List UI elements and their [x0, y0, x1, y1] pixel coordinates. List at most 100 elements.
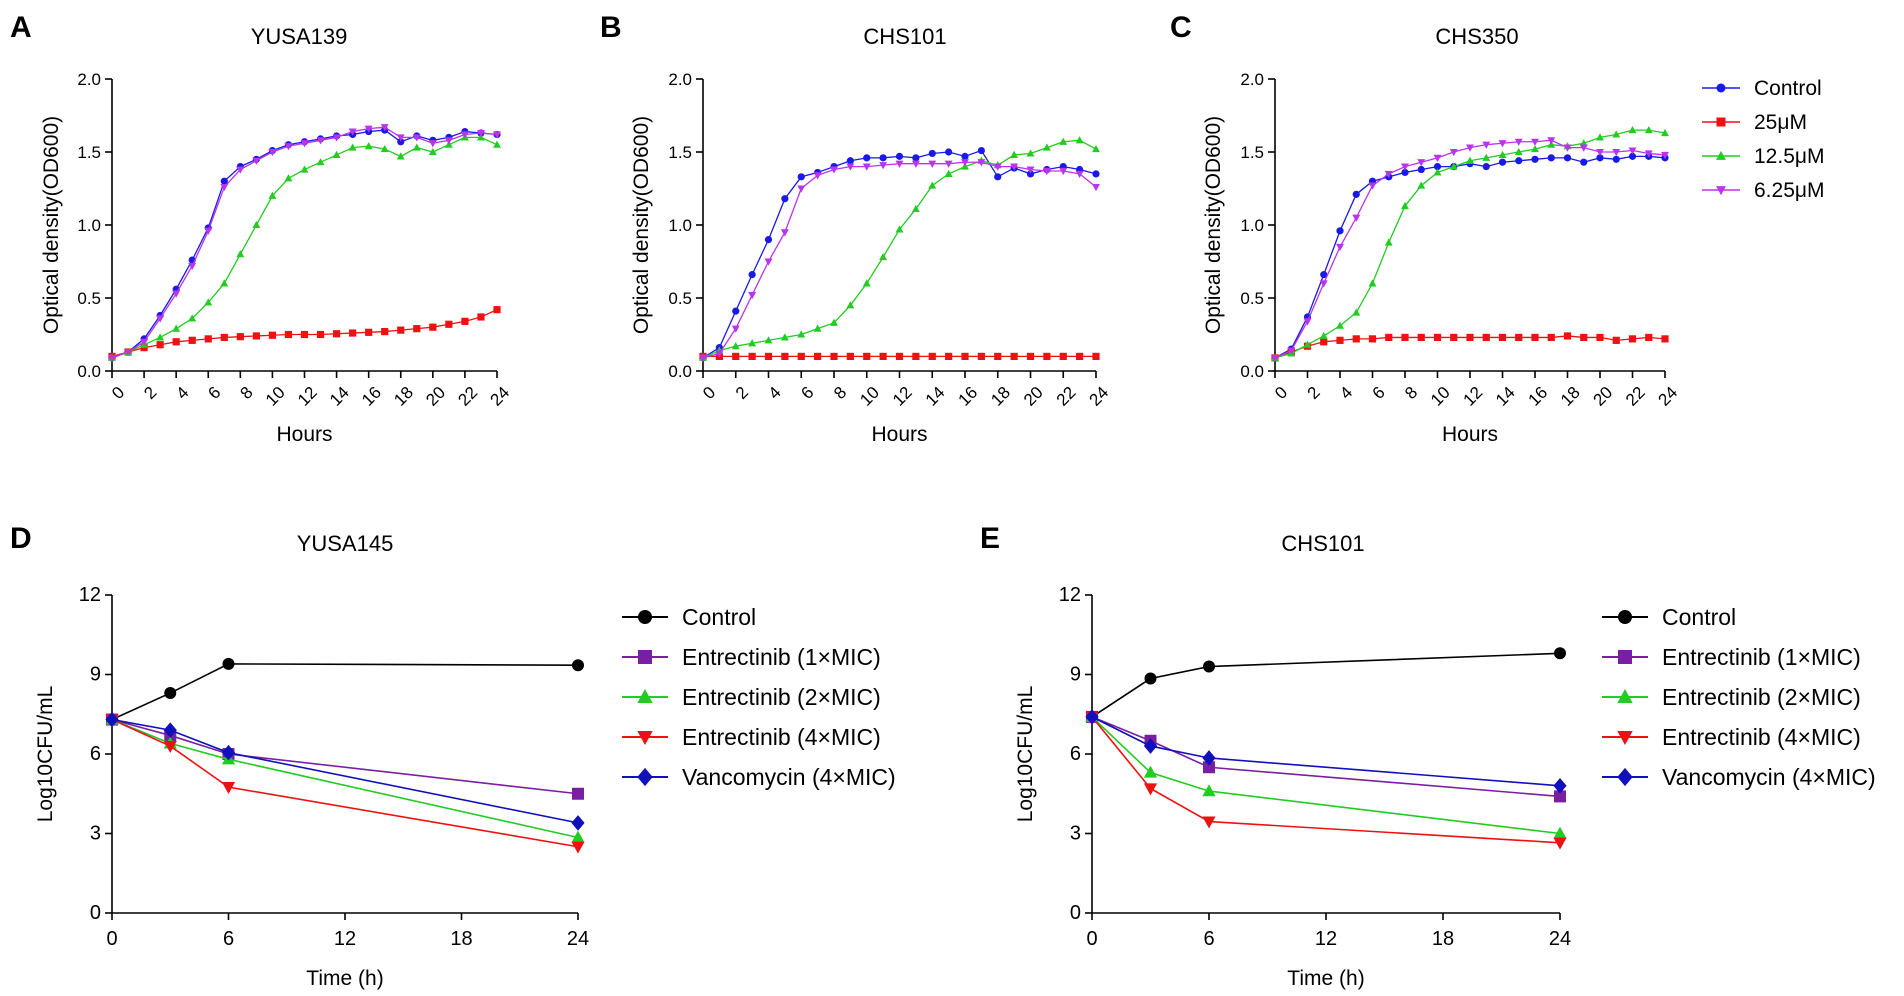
data-point — [1547, 154, 1555, 162]
data-point — [1482, 333, 1490, 342]
data-point — [284, 174, 293, 182]
legend-marker — [1716, 117, 1726, 127]
y-tick-label: 1.0 — [77, 216, 101, 235]
data-point — [204, 227, 213, 235]
legend-item: Entrectinib (2×MIC) — [1602, 684, 1861, 710]
data-point — [222, 657, 235, 670]
x-tick-label: 18 — [450, 928, 472, 950]
y-tick-label: 1.0 — [1240, 216, 1264, 235]
data-point — [1010, 150, 1019, 158]
data-point — [236, 250, 245, 258]
data-point — [1352, 214, 1361, 222]
series-vancomycin-4-mic- — [105, 711, 585, 831]
legend-marker — [1716, 186, 1726, 196]
data-point — [699, 354, 707, 362]
data-point — [332, 330, 341, 338]
data-point — [1385, 333, 1393, 342]
data-point — [413, 325, 421, 333]
series-line — [111, 126, 498, 359]
data-point — [1433, 168, 1442, 176]
data-point — [1203, 761, 1215, 774]
data-point — [188, 314, 197, 322]
data-point — [1531, 155, 1539, 163]
x-tick-label: 16 — [954, 383, 981, 410]
series-12-5-m — [108, 133, 501, 361]
legend-item: Vancomycin (4×MIC) — [1602, 764, 1876, 790]
y-tick-label: 2.0 — [77, 70, 101, 89]
data-point — [1612, 155, 1620, 163]
data-point — [1143, 783, 1158, 796]
data-point — [444, 137, 453, 145]
data-point — [764, 236, 773, 244]
legend-item: Entrectinib (2×MIC) — [622, 684, 881, 710]
data-point — [1531, 144, 1539, 153]
legend-label: Vancomycin (4×MIC) — [1662, 764, 1876, 790]
x-axis-label: Hours — [871, 423, 927, 446]
data-point — [895, 225, 904, 233]
data-point — [1433, 333, 1442, 342]
data-point — [172, 324, 181, 332]
x-tick-label: 6 — [204, 383, 224, 403]
data-point — [252, 220, 261, 229]
x-tick-label: 22 — [1053, 383, 1080, 410]
data-point — [1010, 163, 1019, 171]
data-point — [1092, 144, 1100, 153]
data-point — [1449, 162, 1458, 170]
data-point — [236, 166, 245, 174]
data-point — [156, 333, 165, 341]
chart-title: YUSA145 — [297, 531, 394, 556]
data-point — [572, 787, 584, 800]
data-point — [1076, 352, 1084, 360]
legend-item: Control — [1602, 604, 1736, 630]
data-point — [252, 157, 261, 165]
data-point — [1303, 340, 1312, 348]
data-point — [412, 134, 421, 142]
data-point — [1203, 660, 1215, 673]
data-point — [748, 352, 756, 360]
data-point — [863, 352, 871, 360]
data-point — [993, 163, 1002, 171]
series-line — [702, 161, 1097, 359]
x-axis-label: Time (h) — [306, 967, 383, 990]
data-point — [460, 131, 469, 139]
data-point — [1596, 133, 1604, 141]
y-tick-label: 0 — [1070, 902, 1081, 924]
series-line — [1091, 652, 1561, 718]
data-point — [862, 163, 871, 171]
series-entrectinib-2-mic- — [1085, 710, 1567, 839]
data-point — [1320, 338, 1328, 346]
series-line — [1274, 155, 1666, 359]
data-point — [1498, 158, 1507, 166]
data-point — [1319, 280, 1328, 288]
y-tick-label: 9 — [90, 664, 101, 686]
data-point — [977, 159, 986, 167]
data-point — [1554, 790, 1566, 803]
y-tick-label: 0 — [90, 902, 101, 924]
series-line — [702, 149, 1097, 359]
y-tick-label: 6 — [1070, 743, 1081, 765]
data-point — [1336, 227, 1344, 235]
data-point — [1612, 130, 1621, 138]
data-point — [1144, 672, 1157, 685]
data-point — [348, 128, 357, 136]
chart-title: CHS101 — [863, 24, 946, 49]
series-line — [111, 718, 579, 824]
data-point — [268, 148, 277, 157]
x-tick-label: 20 — [1589, 383, 1616, 410]
data-point — [1612, 148, 1621, 157]
data-point — [879, 162, 888, 170]
x-tick-label: 20 — [1020, 383, 1047, 410]
legend-item: Entrectinib (4×MIC) — [1602, 724, 1861, 750]
y-tick-label: 0.0 — [77, 362, 101, 381]
data-point — [1336, 243, 1344, 252]
data-point — [781, 195, 789, 203]
data-point — [493, 306, 501, 314]
data-point — [1059, 167, 1068, 176]
data-point — [1515, 333, 1523, 342]
data-point — [1368, 335, 1377, 343]
data-point — [895, 160, 904, 168]
data-point — [163, 740, 177, 753]
